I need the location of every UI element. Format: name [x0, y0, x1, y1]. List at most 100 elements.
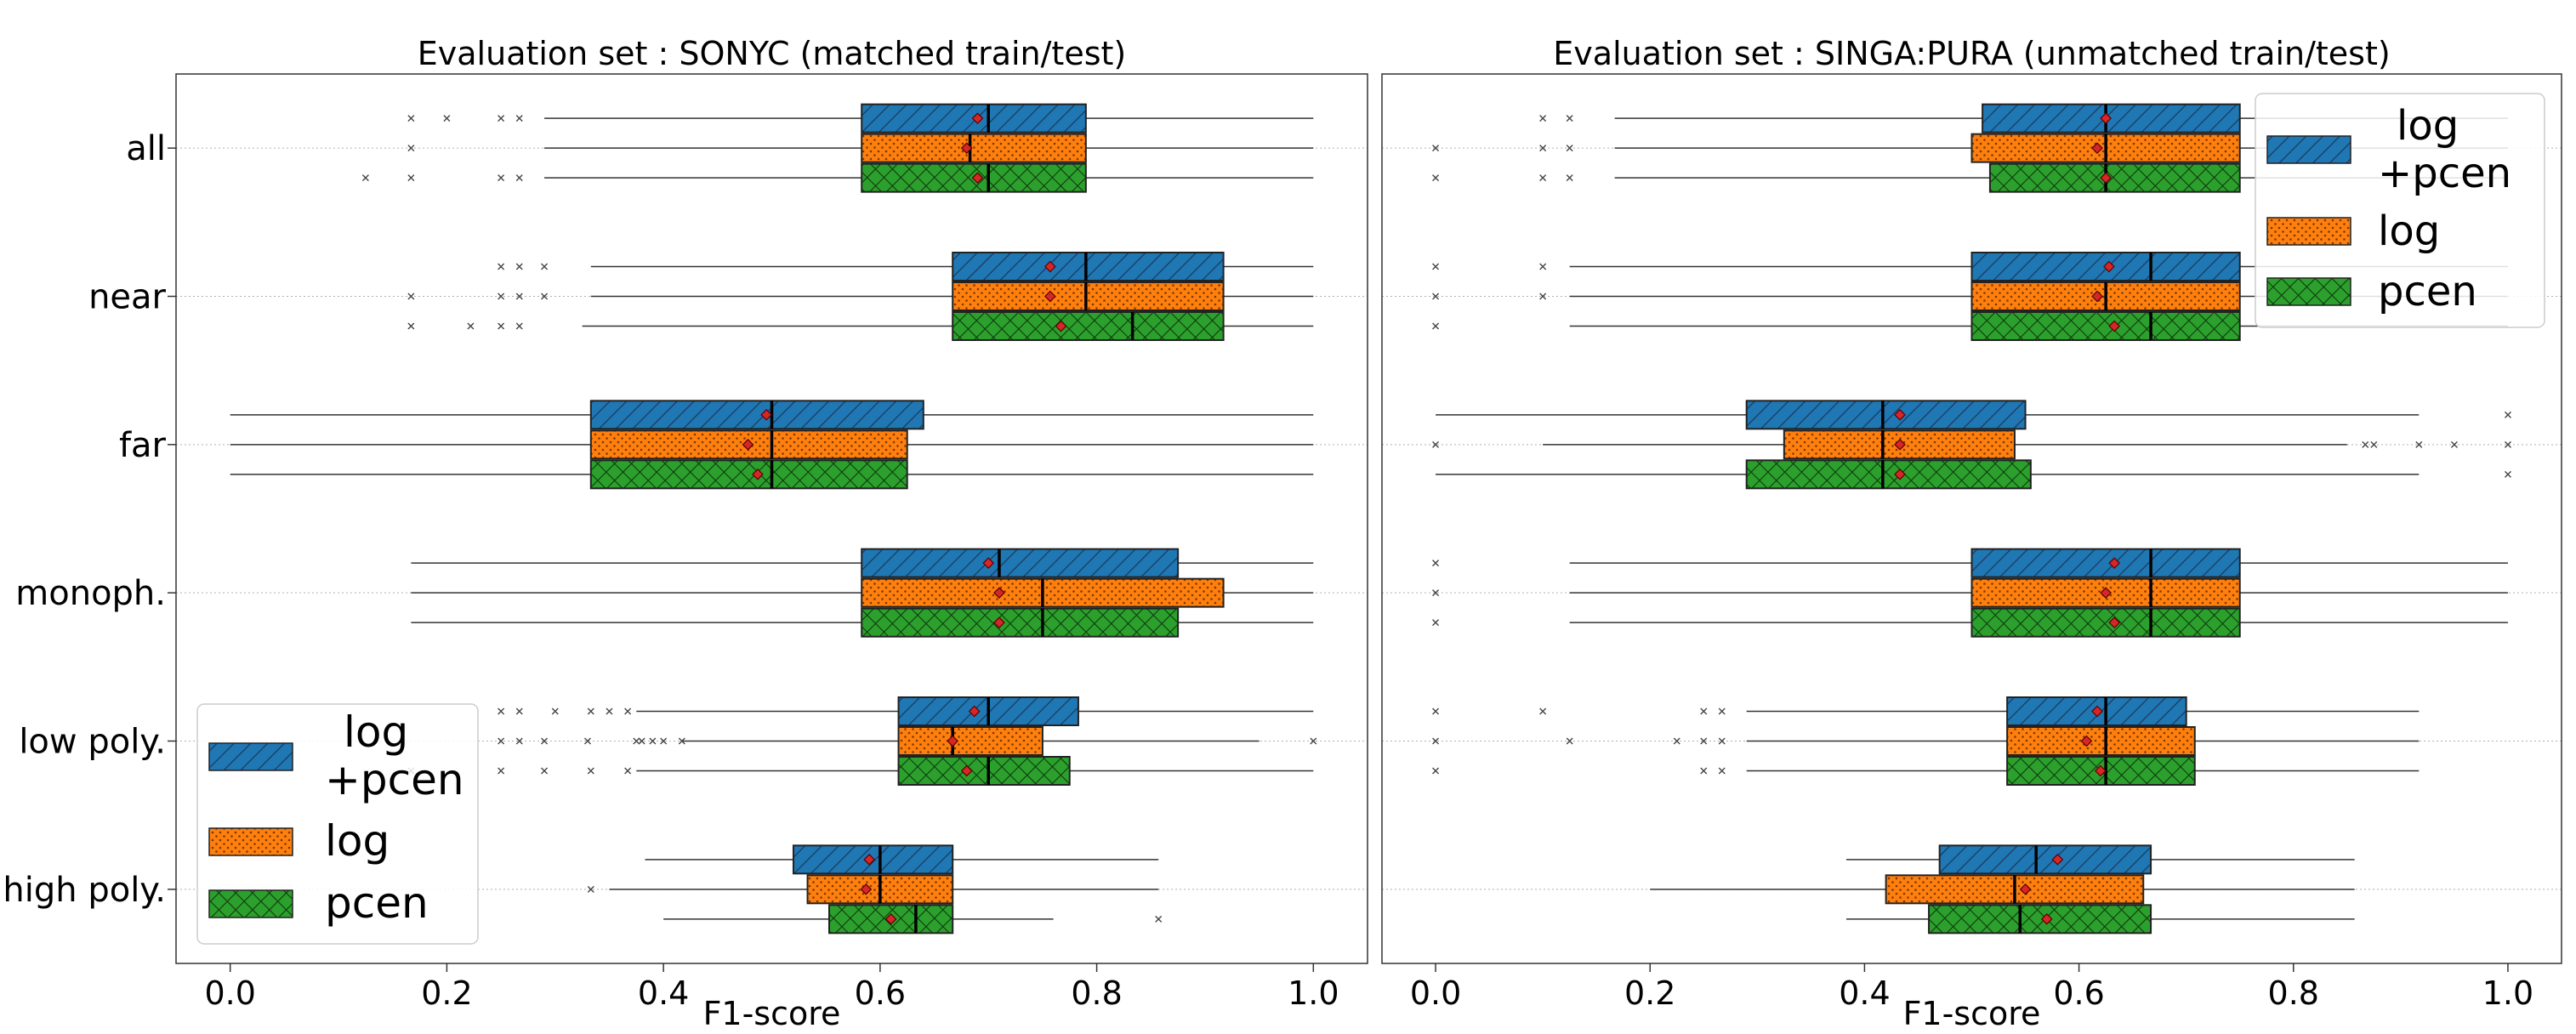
box-monoph--2: [1432, 607, 2508, 638]
x-tick-label: 0.8: [1071, 974, 1122, 1012]
box-iqr: [1745, 459, 2032, 490]
mean-marker: [971, 112, 984, 125]
legend-swatch: [2266, 217, 2351, 246]
mean-marker: [2094, 764, 2107, 777]
mean-marker: [2100, 172, 2112, 185]
flier-marker: [1432, 174, 1440, 182]
box-high-poly--1: [1650, 874, 2355, 905]
box-iqr: [1970, 311, 2241, 341]
mean-marker: [960, 764, 973, 777]
box-iqr: [861, 133, 1087, 163]
panel-title: Evaluation set : SONYC (matched train/te…: [418, 35, 1126, 72]
x-axis-label: F1-score: [703, 995, 841, 1032]
mean-marker: [1043, 260, 1056, 273]
mean-marker: [2091, 290, 2103, 303]
flier-marker: [407, 145, 415, 152]
flier-marker: [498, 293, 505, 300]
box-all-1: [407, 133, 1314, 163]
box-far-1: [230, 429, 1314, 460]
mean-marker: [2103, 260, 2115, 273]
box-all-0: [407, 103, 1314, 134]
mean-marker: [742, 438, 754, 451]
mean-marker: [2019, 883, 2032, 895]
flier-marker: [1566, 174, 1573, 182]
flier-marker: [2370, 440, 2378, 448]
box-high-poly--1: [587, 874, 1159, 905]
flier-marker: [541, 737, 549, 745]
box-near-2: [407, 311, 1314, 341]
y-tick-label: monoph.: [15, 574, 166, 613]
flier-marker: [2362, 440, 2369, 448]
flier-marker: [1718, 737, 1726, 745]
box-iqr: [897, 726, 1043, 756]
flier-marker: [498, 115, 505, 122]
flier-marker: [583, 737, 591, 745]
box-far-0: [230, 400, 1314, 430]
flier-marker: [1310, 737, 1317, 745]
box-high-poly--2: [663, 904, 1163, 935]
flier-marker: [638, 737, 645, 745]
flier-marker: [1718, 767, 1726, 775]
mean-marker: [2091, 705, 2103, 718]
panel-1: Evaluation set : SONYC (matched train/te…: [3, 35, 1368, 1032]
mean-marker: [2040, 912, 2053, 925]
flier-marker: [2415, 440, 2423, 448]
box-far-2: [1436, 459, 2511, 490]
flier-marker: [541, 263, 549, 270]
legend-swatch: [2266, 277, 2351, 306]
box-high-poly--0: [645, 844, 1159, 875]
flier-marker: [361, 174, 369, 182]
mean-marker: [1894, 438, 1906, 451]
mean-marker: [2100, 587, 2112, 599]
flier-marker: [1566, 145, 1573, 152]
y-tick-label: all: [126, 129, 166, 168]
box-iqr: [952, 311, 1225, 341]
box-monoph--2: [411, 607, 1314, 638]
legend-label: log +pcen: [325, 707, 464, 804]
x-tick-label: 0.4: [1839, 974, 1890, 1012]
flier-marker: [515, 293, 523, 300]
legend-label: pcen: [2378, 268, 2477, 315]
flier-marker: [587, 885, 594, 893]
y-tick-label: near: [88, 278, 166, 317]
flier-marker: [515, 707, 523, 715]
x-tick-label: 0.0: [1410, 974, 1461, 1012]
flier-marker: [443, 115, 451, 122]
box-low-poly--0: [1432, 696, 2420, 726]
mean-marker: [2080, 735, 2093, 747]
flier-marker: [551, 707, 559, 715]
mean-marker: [863, 853, 875, 866]
flier-marker: [407, 322, 415, 330]
flier-marker: [606, 707, 613, 715]
x-tick-label: 0.2: [1624, 974, 1675, 1012]
box-far-1: [1432, 429, 2511, 460]
box-monoph--0: [411, 548, 1314, 578]
box-near-0: [498, 252, 1314, 281]
x-tick-label: 0.6: [2053, 974, 2104, 1012]
flier-marker: [2504, 411, 2511, 418]
flier-marker: [515, 737, 523, 745]
box-iqr: [1745, 400, 2027, 430]
flier-marker: [633, 737, 640, 745]
mean-marker: [760, 408, 772, 421]
box-iqr: [1970, 548, 2241, 578]
mean-marker: [971, 172, 984, 185]
flier-marker: [1432, 440, 1440, 448]
box-far-0: [1436, 400, 2511, 430]
flier-marker: [407, 293, 415, 300]
flier-marker: [1432, 560, 1440, 567]
flier-marker: [2450, 440, 2458, 448]
panel-2: Evaluation set : SINGA:PURA (unmatched t…: [1381, 35, 2562, 1032]
flier-marker: [1700, 737, 1708, 745]
box-low-poly--2: [407, 756, 1314, 786]
box-low-poly--2: [1432, 756, 2420, 786]
y-tick-label: low poly.: [19, 723, 166, 762]
flier-marker: [1566, 115, 1573, 122]
x-tick-label: 0.2: [421, 974, 472, 1012]
flier-marker: [541, 767, 549, 775]
mean-marker: [1894, 468, 1906, 480]
flier-marker: [498, 174, 505, 182]
legend-label: pcen: [325, 878, 429, 928]
flier-marker: [1700, 767, 1708, 775]
box-iqr: [2006, 726, 2196, 756]
